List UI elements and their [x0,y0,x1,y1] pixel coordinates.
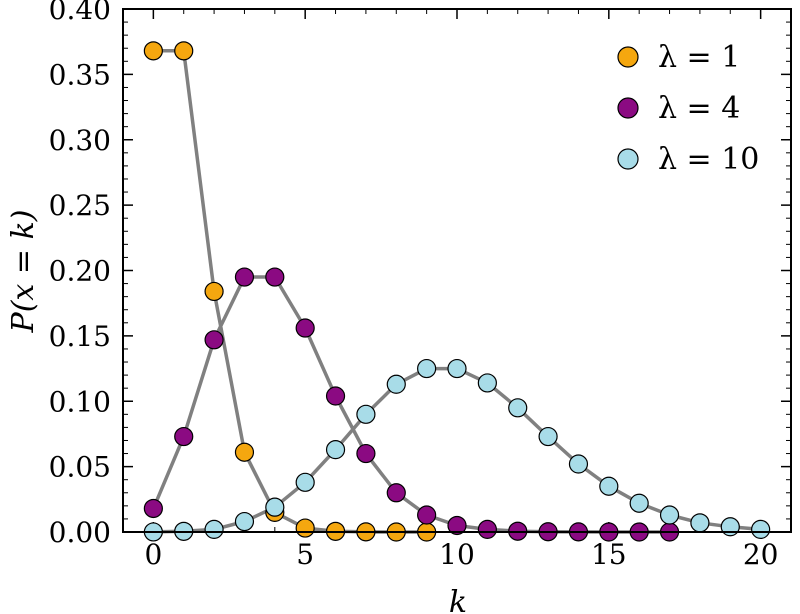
legend-label-1: λ = 1 [658,40,740,75]
legend: λ = 1 λ = 4 λ = 10 [617,40,759,177]
y-tick-labels: 0.00 0.05 0.10 0.15 0.20 0.25 0.30 0.35 0.40 [49,0,111,549]
legend-marker-1 [617,46,639,68]
x-tick-label: 5 [296,538,314,571]
series-2-point [417,505,437,525]
series-1-point [174,41,194,61]
series-line-1 [153,49,427,534]
series-3-point [204,519,224,539]
series-2-point [204,330,224,350]
legend-label-2: λ = 4 [658,91,740,126]
y-tick-label: 0.05 [49,451,111,484]
series-1-point [295,518,315,538]
series-3-point [629,493,649,513]
series-3-point [477,373,497,393]
legend-marker-2 [617,97,639,119]
y-tick-label: 0.10 [49,385,111,418]
legend-label-3: λ = 10 [658,142,759,177]
series-3-point [447,358,467,379]
x-tick-label: 10 [439,538,475,571]
series-3-point [599,476,619,496]
series-2-point [295,318,315,338]
x-axis-label: k [449,585,467,614]
series-3-point [751,519,771,539]
x-tick-label: 20 [743,538,779,571]
series-3-point [659,505,680,525]
series-3-point [265,497,285,517]
series-3-point [234,511,255,532]
series-3-point [325,440,346,460]
series-2-point [325,386,346,406]
plot-frame [122,8,792,533]
y-tick-label: 0.20 [49,255,111,288]
x-tick-label: 0 [144,538,162,571]
y-tick-label: 0.25 [49,189,111,222]
series-2-point [477,519,497,539]
series-1-point [234,442,255,462]
x-tick-label: 15 [591,538,627,571]
series-2-point [356,443,376,464]
series-1-point [204,281,224,302]
y-tick-label: 0.35 [49,58,111,91]
axis-ticks [122,8,792,533]
series-3-point [538,426,558,447]
series-3-point [508,398,528,418]
legend-marker-3 [617,148,639,170]
x-tick-labels: 0 5 10 15 20 [144,538,778,571]
y-tick-label: 0.30 [49,124,111,157]
series-3-point [417,358,437,379]
series-3-point [690,513,710,533]
series-line-2 [151,275,670,534]
series-2-point [447,515,467,536]
y-tick-label: 0.40 [49,0,111,26]
series-2-point [386,483,406,503]
series-2-point [265,267,285,287]
series-3-point [356,404,376,424]
series-2-point [143,498,163,519]
series-3-point [295,472,315,492]
y-tick-label: 0.00 [49,516,111,549]
y-axis-label: P(x = k) [6,210,41,334]
series-3-point [386,374,406,394]
series-1-point [143,41,163,61]
series-points [143,41,771,542]
series-3-point [568,454,589,474]
series-3-point [720,517,740,537]
series-2-point [174,426,194,447]
series-2-point [234,267,255,287]
y-tick-label: 0.15 [49,320,111,353]
